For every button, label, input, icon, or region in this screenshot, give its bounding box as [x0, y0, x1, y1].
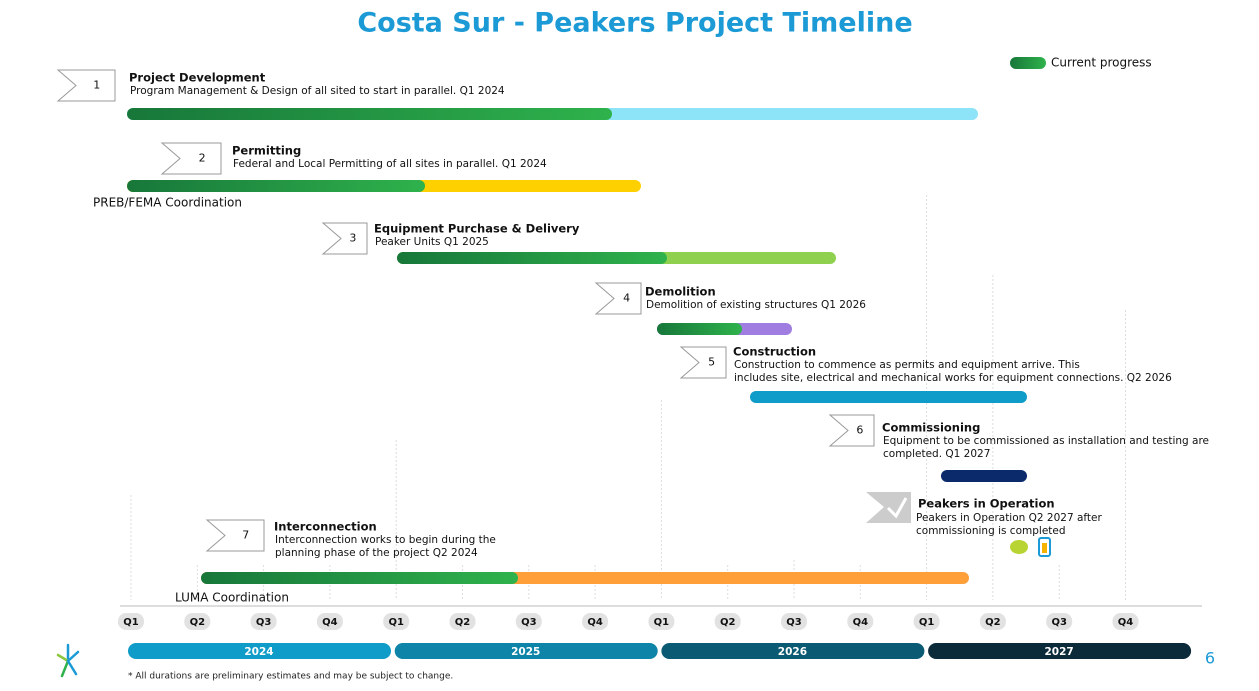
quarter-label: Q1 [919, 617, 935, 628]
year-bar [661, 643, 925, 659]
quarter-pill [847, 613, 874, 630]
page-number: 6 [1205, 649, 1215, 668]
quarter-label: Q1 [654, 617, 670, 628]
footnote: * All durations are preliminary estimate… [128, 672, 453, 682]
step-box [321, 222, 368, 255]
task-description: Program Management & Design of all sited… [130, 85, 505, 97]
quarter-pill [184, 613, 211, 630]
progress-bar [657, 323, 742, 335]
year-label: 2025 [511, 646, 540, 658]
step-number: 4 [623, 292, 630, 305]
coordination-note: PREB/FEMA Coordination [93, 196, 242, 210]
progress-bar [201, 572, 518, 584]
task-description: Demolition of existing structures Q1 202… [646, 299, 866, 311]
milestone-description: commissioning is completed [916, 525, 1066, 537]
quarter-pill [1112, 613, 1139, 630]
quarter-pill [781, 613, 807, 630]
task-description: Interconnection works to begin during th… [275, 534, 496, 546]
step-number: 6 [856, 424, 863, 437]
quarter-label: Q3 [1051, 617, 1067, 628]
quarter-label: Q3 [521, 617, 537, 628]
step-box [56, 69, 116, 102]
quarter-label: Q4 [322, 617, 338, 628]
task-bar [750, 391, 1027, 403]
year-bar [128, 643, 391, 659]
task-description: planning phase of the project Q2 2024 [275, 547, 478, 559]
step-box [679, 346, 727, 379]
step-number: 2 [199, 152, 206, 165]
quarter-pill [118, 613, 144, 630]
quarter-pill [714, 613, 741, 630]
quarter-pill [250, 613, 277, 630]
quarter-pill [1046, 613, 1073, 630]
quarter-pill [913, 613, 940, 630]
quarter-pill [648, 613, 675, 630]
task-description: Equipment to be commissioned as installa… [883, 435, 1209, 447]
task-description: Peaker Units Q1 2025 [375, 236, 489, 248]
quarter-pill [582, 613, 609, 630]
coordination-note: LUMA Coordination [175, 591, 289, 605]
task-title: Permitting [232, 144, 301, 158]
milestone-title: Peakers in Operation [918, 497, 1055, 511]
milestone-description: Peakers in Operation Q2 2027 after [916, 512, 1103, 524]
legend-label: Current progress [1051, 56, 1152, 70]
quarter-pill [449, 613, 476, 630]
quarter-pill [383, 613, 410, 630]
quarter-label: Q1 [123, 617, 139, 628]
quarter-pill [979, 613, 1006, 630]
quarter-label: Q2 [985, 617, 1001, 628]
quarter-label: Q4 [853, 617, 869, 628]
year-bar [928, 643, 1192, 659]
quarter-pill [515, 613, 542, 630]
task-description: Federal and Local Permitting of all site… [233, 158, 547, 170]
task-title: Equipment Purchase & Delivery [374, 222, 580, 236]
quarter-label: Q2 [455, 617, 471, 628]
quarter-label: Q3 [786, 617, 802, 628]
step-number: 5 [708, 356, 715, 369]
quarter-label: Q2 [190, 617, 206, 628]
year-bar [394, 643, 658, 659]
step-box [160, 142, 222, 175]
progress-bar [127, 108, 612, 120]
quarter-label: Q1 [388, 617, 404, 628]
step-number: 7 [242, 529, 249, 542]
task-bar [941, 470, 1027, 482]
task-description: Construction to commence as permits and … [734, 359, 1080, 371]
logo [56, 643, 80, 678]
task-title: Project Development [129, 71, 266, 85]
quarter-label: Q4 [587, 617, 603, 628]
task-title: Construction [733, 345, 816, 359]
progress-bar [397, 252, 667, 264]
step-box [828, 414, 875, 447]
step-number: 3 [349, 232, 356, 245]
quarter-label: Q3 [256, 617, 272, 628]
legend-swatch [1010, 57, 1046, 69]
milestone-dot [1010, 540, 1028, 554]
task-title: Commissioning [882, 421, 980, 435]
quarter-label: Q2 [720, 617, 736, 628]
progress-bar [127, 180, 425, 192]
step-number: 1 [93, 79, 100, 92]
task-description: includes site, electrical and mechanical… [734, 372, 1172, 384]
task-title: Interconnection [274, 520, 377, 534]
quarter-label: Q4 [1118, 617, 1134, 628]
check-icon [886, 497, 908, 519]
year-label: 2026 [778, 646, 807, 658]
year-label: 2027 [1044, 646, 1073, 658]
quarter-pill [316, 613, 343, 630]
battery-fill [1042, 543, 1047, 553]
task-title: Demolition [645, 285, 716, 299]
task-description: completed. Q1 2027 [883, 448, 990, 460]
year-label: 2024 [244, 646, 273, 658]
step-box [594, 282, 642, 315]
step-box [205, 519, 265, 552]
title: Costa Sur - Peakers Project Timeline [357, 8, 912, 39]
